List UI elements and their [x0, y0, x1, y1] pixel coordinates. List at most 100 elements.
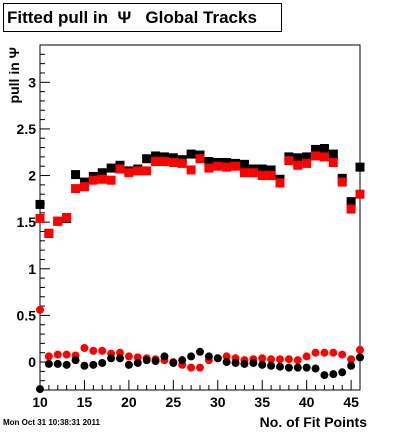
data-point-circle — [258, 360, 267, 369]
y-tick-label: 2 — [28, 168, 36, 184]
data-point-square — [266, 171, 276, 181]
data-point-circle — [80, 361, 89, 370]
data-point-square — [168, 157, 178, 167]
timestamp: Mon Oct 31 10:38:31 2011 — [3, 418, 100, 427]
data-point-square — [88, 175, 98, 185]
data-point-circle — [240, 359, 249, 368]
data-point-square — [266, 165, 276, 175]
data-point-square — [62, 213, 72, 222]
x-tick-label: 20 — [121, 394, 137, 410]
data-point-circle — [116, 348, 124, 357]
data-point-circle — [276, 362, 284, 371]
data-point-square — [151, 157, 161, 167]
data-point-circle — [356, 345, 364, 354]
data-point-square — [213, 161, 223, 171]
y-tick-label: 0 — [28, 354, 36, 370]
data-point-square — [204, 163, 214, 173]
data-point-square — [97, 174, 107, 184]
data-point-square — [71, 184, 81, 194]
data-point-square — [293, 153, 303, 163]
data-point-circle — [89, 346, 98, 355]
data-point-circle — [267, 361, 276, 370]
data-point-circle — [169, 358, 178, 367]
data-point-circle — [133, 358, 142, 367]
data-point-circle — [151, 357, 160, 366]
data-point-square — [284, 156, 294, 166]
x-tick-label: 15 — [77, 394, 93, 410]
data-point-square — [186, 165, 196, 175]
data-point-square — [355, 162, 365, 172]
data-point-circle — [311, 364, 320, 373]
data-point-circle — [36, 305, 44, 314]
chart-title: Fitted pull in Ψ Global Tracks — [3, 3, 282, 32]
x-tick-label: 25 — [166, 394, 182, 410]
data-point-square — [35, 199, 45, 209]
data-point-square — [328, 157, 338, 167]
data-point-square — [204, 157, 214, 167]
data-point-square — [231, 161, 241, 171]
data-point-circle — [71, 356, 80, 365]
data-point-circle — [284, 363, 293, 372]
data-point-circle — [196, 347, 204, 356]
data-point-square — [106, 163, 116, 173]
y-tick-label: 1 — [28, 261, 36, 277]
data-point-circle — [80, 344, 89, 353]
data-point-circle — [320, 348, 329, 357]
data-point-square — [106, 175, 116, 185]
x-tick-label: 30 — [210, 394, 226, 410]
data-point-circle — [187, 363, 196, 372]
data-point-circle — [116, 354, 124, 363]
data-point-circle — [338, 368, 347, 377]
data-point-circle — [293, 363, 302, 372]
data-point-square — [355, 189, 365, 199]
data-point-circle — [36, 385, 44, 394]
data-point-circle — [284, 355, 293, 364]
data-point-square — [115, 164, 125, 174]
data-point-square — [257, 171, 267, 181]
data-point-circle — [320, 371, 329, 380]
plot-frame — [39, 44, 361, 391]
y-tick-label: 3 — [28, 74, 36, 90]
data-point-square — [186, 149, 196, 159]
data-point-circle — [267, 355, 276, 364]
data-point-circle — [44, 359, 53, 368]
data-point-circle — [98, 346, 107, 355]
data-point-square — [239, 159, 249, 169]
y-tick-label: 0.5 — [17, 307, 37, 323]
data-point-square — [337, 177, 347, 187]
data-point-circle — [258, 354, 267, 363]
data-point-circle — [311, 348, 320, 357]
data-point-circle — [356, 353, 364, 362]
data-point-square — [177, 158, 187, 168]
data-point-circle — [222, 352, 231, 361]
data-point-circle — [213, 354, 222, 363]
y-tick-label: 1.5 — [17, 214, 37, 230]
data-point-circle — [53, 350, 62, 359]
data-point-circle — [276, 355, 284, 364]
data-point-square — [44, 228, 54, 238]
data-point-square — [159, 157, 169, 167]
data-point-square — [293, 160, 303, 170]
data-point-circle — [124, 360, 133, 369]
data-point-circle — [133, 353, 142, 362]
data-point-circle — [196, 363, 204, 372]
x-tick-label: 45 — [343, 394, 359, 410]
data-point-circle — [89, 360, 98, 369]
data-point-square — [311, 151, 321, 161]
data-point-square — [168, 153, 178, 163]
data-point-circle — [98, 358, 107, 367]
data-point-square — [97, 168, 107, 178]
data-point-circle — [160, 352, 169, 361]
data-point-square — [222, 162, 232, 172]
data-point-square — [79, 182, 89, 192]
data-point-square — [124, 168, 134, 178]
y-axis-label: pull in Ψ — [6, 47, 22, 103]
data-point-circle — [204, 352, 213, 361]
data-point-square — [248, 168, 258, 178]
data-marks — [35, 144, 365, 394]
data-point-square — [346, 197, 356, 207]
data-point-square — [142, 154, 152, 164]
data-point-square — [195, 154, 205, 164]
data-point-circle — [187, 352, 196, 361]
